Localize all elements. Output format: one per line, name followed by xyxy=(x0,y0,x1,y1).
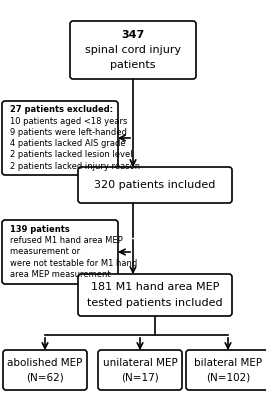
Text: unilateral MEP: unilateral MEP xyxy=(103,358,177,368)
Text: area MEP measurement: area MEP measurement xyxy=(10,270,111,279)
Text: abolished MEP: abolished MEP xyxy=(7,358,83,368)
FancyBboxPatch shape xyxy=(70,21,196,79)
Text: tested patients included: tested patients included xyxy=(87,298,223,308)
FancyBboxPatch shape xyxy=(3,350,87,390)
FancyBboxPatch shape xyxy=(2,220,118,284)
Text: were not testable for M1 hand: were not testable for M1 hand xyxy=(10,259,137,268)
FancyBboxPatch shape xyxy=(78,167,232,203)
Text: 2 patients lacked injury reason: 2 patients lacked injury reason xyxy=(10,162,140,171)
FancyBboxPatch shape xyxy=(2,101,118,175)
Text: bilateral MEP: bilateral MEP xyxy=(194,358,262,368)
Text: 27 patients excluded:: 27 patients excluded: xyxy=(10,105,113,114)
Text: (N=102): (N=102) xyxy=(206,372,250,382)
Text: (N=62): (N=62) xyxy=(26,372,64,382)
FancyBboxPatch shape xyxy=(98,350,182,390)
Text: refused M1 hand area MEP: refused M1 hand area MEP xyxy=(10,236,123,245)
Text: 9 patients were left-handed: 9 patients were left-handed xyxy=(10,128,127,137)
Text: 320 patients included: 320 patients included xyxy=(94,180,216,190)
FancyBboxPatch shape xyxy=(186,350,266,390)
Text: (N=17): (N=17) xyxy=(121,372,159,382)
Text: 10 patients aged <18 years: 10 patients aged <18 years xyxy=(10,117,127,126)
Text: 2 patients lacked lesion level: 2 patients lacked lesion level xyxy=(10,150,133,159)
Text: 139 patients: 139 patients xyxy=(10,225,70,234)
Text: 181 M1 hand area MEP: 181 M1 hand area MEP xyxy=(91,282,219,292)
Text: 4 patients lacked AIS grade: 4 patients lacked AIS grade xyxy=(10,139,126,148)
Text: 347: 347 xyxy=(121,30,145,40)
Text: spinal cord injury: spinal cord injury xyxy=(85,45,181,55)
Text: measurement or: measurement or xyxy=(10,248,80,256)
FancyBboxPatch shape xyxy=(78,274,232,316)
Text: patients: patients xyxy=(110,60,156,70)
